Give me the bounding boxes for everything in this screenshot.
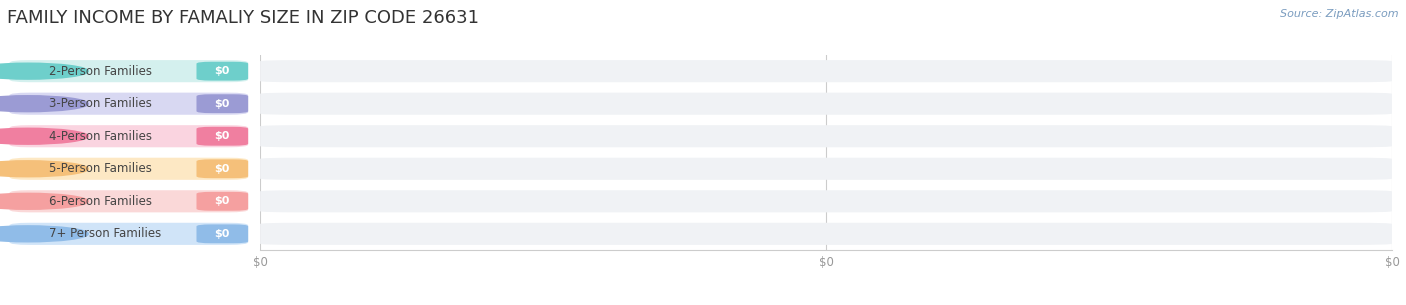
FancyBboxPatch shape [10,60,247,82]
FancyBboxPatch shape [10,190,247,212]
Circle shape [0,161,89,177]
FancyBboxPatch shape [10,158,247,180]
FancyBboxPatch shape [260,93,1392,115]
Text: 7+ Person Families: 7+ Person Families [49,227,162,240]
Text: $0: $0 [215,164,231,174]
Text: FAMILY INCOME BY FAMALIY SIZE IN ZIP CODE 26631: FAMILY INCOME BY FAMALIY SIZE IN ZIP COD… [7,9,479,27]
Text: $0: $0 [215,131,231,141]
FancyBboxPatch shape [197,127,247,146]
Text: 2-Person Families: 2-Person Families [49,65,152,78]
FancyBboxPatch shape [260,125,1392,147]
Text: $0: $0 [215,99,231,109]
FancyBboxPatch shape [10,223,247,245]
Text: Source: ZipAtlas.com: Source: ZipAtlas.com [1281,9,1399,19]
FancyBboxPatch shape [197,192,247,211]
Circle shape [0,226,89,242]
FancyBboxPatch shape [197,62,247,81]
Text: $0: $0 [215,229,231,239]
Circle shape [0,193,89,209]
Circle shape [0,96,89,112]
Text: $0: $0 [215,196,231,206]
FancyBboxPatch shape [197,224,247,243]
FancyBboxPatch shape [260,158,1392,180]
FancyBboxPatch shape [260,190,1392,212]
Text: 3-Person Families: 3-Person Families [49,97,152,110]
FancyBboxPatch shape [197,159,247,178]
Text: 5-Person Families: 5-Person Families [49,162,152,175]
FancyBboxPatch shape [10,125,247,147]
FancyBboxPatch shape [10,93,247,115]
FancyBboxPatch shape [197,94,247,113]
FancyBboxPatch shape [260,223,1392,245]
Text: 4-Person Families: 4-Person Families [49,130,152,143]
Text: $0: $0 [215,66,231,76]
Circle shape [0,128,89,144]
FancyBboxPatch shape [260,60,1392,82]
Circle shape [0,63,89,79]
Text: 6-Person Families: 6-Person Families [49,195,152,208]
